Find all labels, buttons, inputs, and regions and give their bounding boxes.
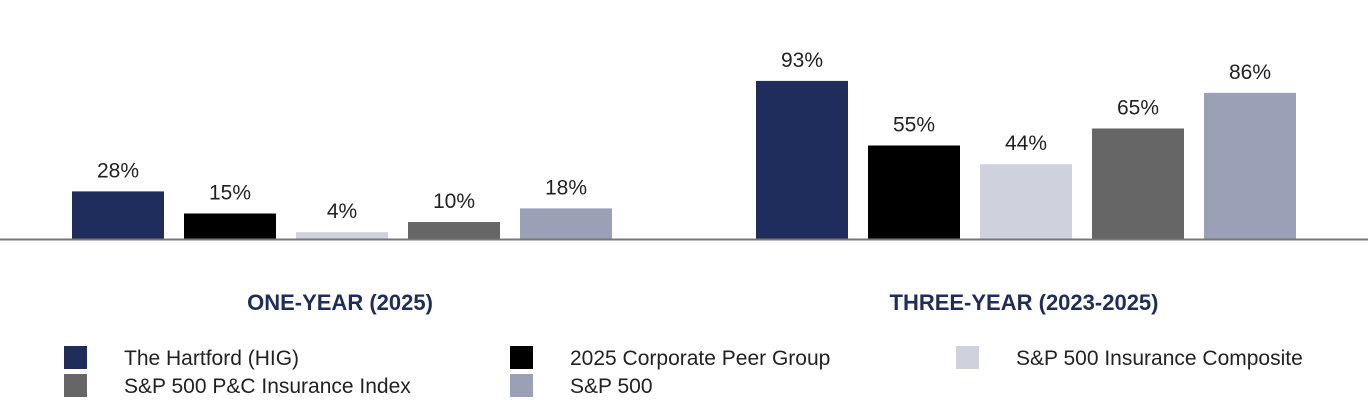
data-label-2025-corporate-peer-group-three-year: 55% — [893, 114, 935, 137]
bar-the-hartford-hig-three-year — [756, 80, 848, 240]
legend-label-sandp-500: S&P 500 — [570, 375, 653, 398]
category-label-three-year: THREE-YEAR (2023-2025) — [890, 290, 1159, 315]
data-label-sandp-500-pandc-insurance-index-one-year: 10% — [433, 190, 475, 213]
legend-swatch-sandp-500-pandc-insurance-index — [64, 374, 87, 397]
group-labels-layer: ONE-YEAR (2025) THREE-YEAR (2023-2025) — [247, 290, 1158, 315]
bar-sandp-500-pandc-insurance-index-three-year — [1092, 128, 1184, 239]
bar-2025-corporate-peer-group-three-year — [868, 145, 960, 239]
bar-sandp-500-insurance-composite-one-year — [296, 232, 388, 239]
bar-sandp-500-one-year — [520, 208, 612, 239]
legend-swatch-2025-corporate-peer-group — [510, 346, 533, 369]
data-label-sandp-500-insurance-composite-three-year: 44% — [1005, 132, 1047, 155]
data-label-sandp-500-pandc-insurance-index-three-year: 65% — [1117, 97, 1159, 120]
bar-sandp-500-three-year — [1204, 92, 1296, 239]
legend-label-the-hartford-hig: The Hartford (HIG) — [124, 347, 299, 370]
legend-label-2025-corporate-peer-group: 2025 Corporate Peer Group — [570, 347, 830, 370]
category-label-one-year: ONE-YEAR (2025) — [247, 290, 433, 315]
legend-swatch-the-hartford-hig — [64, 346, 87, 369]
data-label-sandp-500-insurance-composite-one-year: 4% — [327, 200, 357, 223]
data-label-sandp-500-one-year: 18% — [545, 176, 587, 199]
data-label-the-hartford-hig-one-year: 28% — [97, 159, 139, 182]
bar-the-hartford-hig-one-year — [72, 191, 164, 239]
legend-swatch-sandp-500-insurance-composite — [956, 346, 979, 369]
data-label-the-hartford-hig-three-year: 93% — [781, 49, 823, 72]
bar-2025-corporate-peer-group-one-year — [184, 213, 276, 239]
legend-label-sandp-500-insurance-composite: S&P 500 Insurance Composite — [1016, 347, 1303, 370]
legend-swatch-sandp-500 — [510, 374, 533, 397]
bar-sandp-500-pandc-insurance-index-one-year — [408, 222, 500, 239]
bar-sandp-500-insurance-composite-three-year — [980, 164, 1072, 239]
legend: The Hartford (HIG) 2025 Corporate Peer Gr… — [64, 346, 1303, 398]
data-label-sandp-500-three-year: 86% — [1229, 61, 1271, 84]
bars-layer: 28% 15% 4% 10% 18% 93% 55% 44% 65% 86% — [72, 49, 1296, 240]
data-label-2025-corporate-peer-group-one-year: 15% — [209, 182, 251, 205]
legend-label-sandp-500-pandc-insurance-index: S&P 500 P&C Insurance Index — [124, 375, 411, 398]
